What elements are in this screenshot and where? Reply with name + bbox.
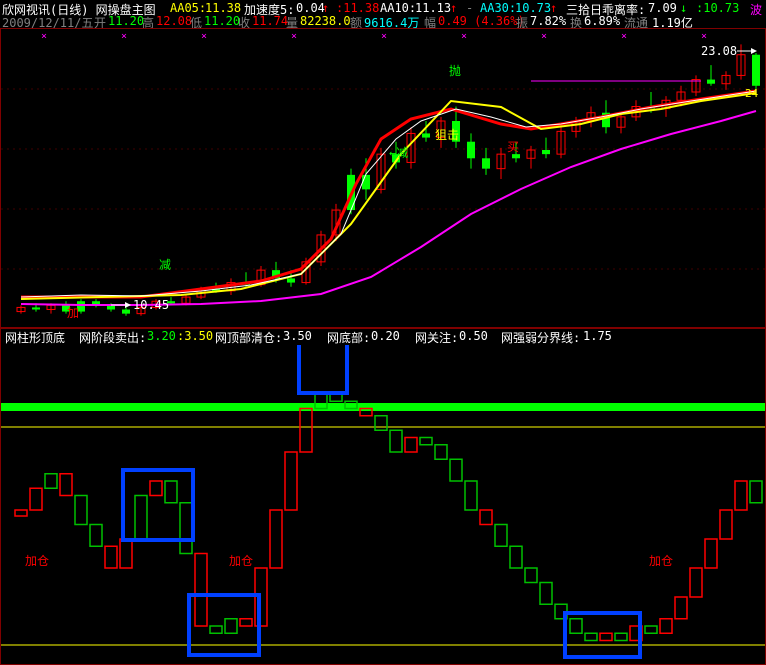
svg-text:×: × <box>201 31 207 42</box>
aa10-label: AA10: <box>380 1 416 15</box>
svg-text:减: 减 <box>159 258 171 272</box>
up-arrow-icon-3: ↑ <box>550 1 557 15</box>
svg-text:×: × <box>621 31 627 42</box>
svg-text:24: 24 <box>745 87 759 100</box>
main-chart[interactable]: × × × × × × × × × 23.08 24 10.45 抛狙击买减 ←减加 <box>0 28 766 328</box>
sub-chart-svg: 加仓 加仓 加仓 <box>1 345 765 665</box>
t2-value: 3.20 <box>147 329 176 343</box>
dev-value: 7.09 <box>648 1 677 15</box>
svg-text:抛: 抛 <box>449 63 461 78</box>
svg-text:×: × <box>541 31 547 42</box>
svg-text:×: × <box>291 31 297 42</box>
svg-text:狙击: 狙击 <box>435 128 459 142</box>
high-value: 12.08 <box>156 14 192 28</box>
up-arrow-icon: ↑ <box>322 1 329 15</box>
amp-value: 7.82% <box>530 14 566 28</box>
t6-value: 0.50 <box>459 329 488 343</box>
svg-text:×: × <box>461 31 467 42</box>
svg-text:加仓: 加仓 <box>649 554 673 568</box>
aa30-label: AA30: <box>480 1 516 15</box>
aa10-value: 11.13 <box>415 1 451 15</box>
svg-text:×: × <box>41 31 47 42</box>
svg-text:23.08: 23.08 <box>701 44 737 58</box>
down-arrow-icon: ↓ <box>680 1 687 15</box>
t7-value: 1.75 <box>583 329 612 343</box>
t1: 网柱形顶底 <box>5 329 65 346</box>
svg-text:←减: ←减 <box>389 146 408 160</box>
svg-text:×: × <box>381 31 387 42</box>
accel-value: 0.04 <box>296 1 325 15</box>
svg-text:买: 买 <box>507 140 519 154</box>
open-value: 11.20 <box>108 14 144 28</box>
t4-value: 3.50 <box>283 329 312 343</box>
aa05-label: AA05: <box>170 1 206 15</box>
svg-text:加仓: 加仓 <box>25 554 49 568</box>
t4-label: 网顶部清仓: <box>215 329 282 346</box>
aa30-value: 10.73 <box>515 1 551 15</box>
svg-text:×: × <box>121 31 127 42</box>
t3: :3.50 <box>177 329 213 343</box>
vol-value: 82238.0 <box>300 14 351 28</box>
t6-label: 网关注: <box>415 329 458 346</box>
t7-label: 网强弱分界线: <box>501 329 580 346</box>
svg-text:加仓: 加仓 <box>229 554 253 568</box>
svg-text:×: × <box>701 31 707 42</box>
sub-header: 网柱形顶底 网阶段卖出: 3.20 :3.50 网顶部清仓: 3.50 网底部:… <box>1 329 765 345</box>
val2: :11.38 <box>336 1 379 15</box>
aa05-value: 11.38 <box>205 1 241 15</box>
sep: - <box>466 1 473 15</box>
svg-text:加: 加 <box>67 306 79 320</box>
header-bar: 欣网视讯(日线) 网操盘主图 AA05: 11.38 加速度5: 0.04 ↑ … <box>0 0 766 28</box>
close-value: 11.74 <box>252 14 288 28</box>
chg-value: 0.49 (4.36%) <box>438 14 525 28</box>
val3: :10.73 <box>696 1 739 15</box>
low-value: 11.20 <box>204 14 240 28</box>
t5-value: 0.20 <box>371 329 400 343</box>
wave: 波 <box>750 1 762 18</box>
sub-chart[interactable]: 网柱形顶底 网阶段卖出: 3.20 :3.50 网顶部清仓: 3.50 网底部:… <box>0 328 766 665</box>
turn-value: 6.89% <box>584 14 620 28</box>
t2-label: 网阶段卖出: <box>79 329 146 346</box>
up-arrow-icon-2: ↑ <box>450 1 457 15</box>
t5-label: 网底部: <box>327 329 370 346</box>
main-chart-svg: × × × × × × × × × 23.08 24 10.45 抛狙击买减 ←减加 <box>1 29 765 329</box>
svg-text:10.45: 10.45 <box>133 298 169 312</box>
